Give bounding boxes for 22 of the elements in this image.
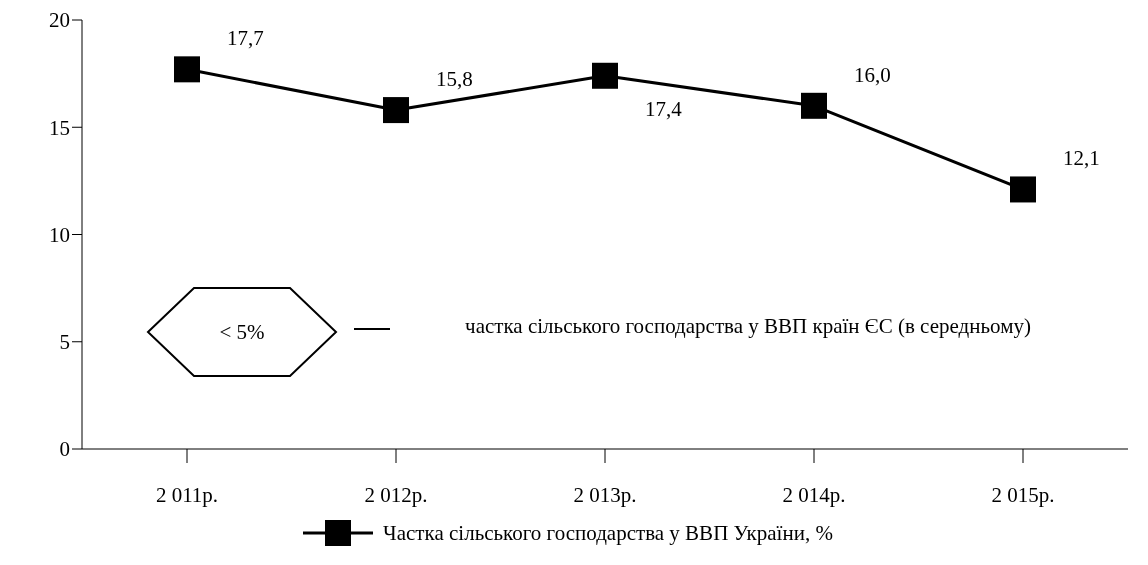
y-tick-label: 20 [49,8,70,33]
data-label: 17,4 [645,96,683,121]
x-tick-label: 2 014р. [782,482,846,507]
point [592,62,618,89]
point [383,97,409,124]
x-tick-label: 2 013р. [573,482,637,507]
legend-label: Частка сільського господарства у ВВП України, % [383,520,833,546]
x-tick-label: 2 012р. [364,482,428,507]
point [801,92,827,119]
point [1010,176,1036,203]
data-label: 16,0 [854,62,891,87]
point [174,56,200,83]
y-tick-label: 15 [49,115,70,140]
data-label: 12,1 [1063,146,1100,171]
y-tick-label: 0 [59,437,70,462]
x-tick-label: 2 015р. [991,482,1055,507]
y-tick-label: 5 [59,330,70,355]
x-tick-label: 2 011р. [155,482,219,507]
data-label: 17,7 [227,26,264,51]
data-label: 15,8 [436,67,473,92]
annotation: частка сільського господарства у ВВП країн ЄС (в середньому) [464,313,1032,340]
y-tick-label: 10 [49,222,70,247]
